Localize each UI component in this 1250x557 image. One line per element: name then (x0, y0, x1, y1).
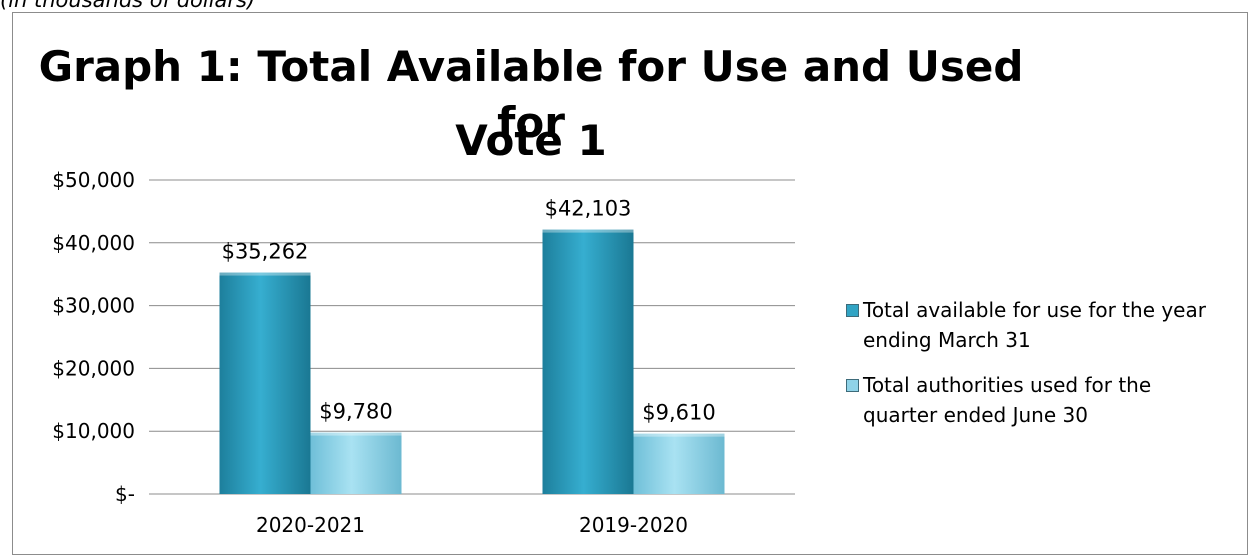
bar-total-available-2019-2020 (542, 229, 634, 495)
bar-highlight (310, 432, 402, 436)
legend-label-total-available-line-1: Total available for use for the year (863, 298, 1206, 322)
y-tick-label: $40,000 (52, 231, 135, 255)
y-tick-label: $10,000 (52, 419, 135, 443)
data-label: $35,262 (222, 240, 309, 264)
chart-title-line-1: Graph 1: Total Available for Use and Use… (38, 42, 1024, 147)
bar-highlight (219, 272, 311, 276)
bar-authorities-used-2019-2020 (633, 433, 725, 494)
y-axis-ticks: $- $10,000 $20,000 $30,000 $40,000 $50,000 (52, 168, 135, 506)
chart-frame: Graph 1: Total Available for Use and Use… (12, 12, 1248, 555)
x-tick-label: 2020-2021 (256, 513, 365, 537)
y-tick-label: $- (115, 482, 135, 506)
bar-highlight (542, 229, 634, 233)
plot-area: $- $10,000 $20,000 $30,000 $40,000 $50,000 $3… (52, 168, 795, 537)
legend: Total available for use for the year end… (846, 295, 1250, 445)
bar-authorities-used-2020-2021 (310, 432, 402, 494)
legend-item-total-available: Total available for use for the year end… (846, 295, 1250, 355)
legend-label-total-available-line-2: ending March 31 (863, 328, 1031, 352)
legend-label-authorities-used-line-2: quarter ended June 30 (863, 403, 1088, 427)
data-labels: $35,262 $9,780 $42,103 $9,610 (222, 197, 716, 425)
legend-swatch-total-available (846, 304, 859, 317)
units-note: (in thousands of dollars) (0, 0, 256, 12)
chart-title-line-2: Vote 1 (455, 116, 607, 165)
data-label: $42,103 (545, 197, 632, 221)
y-tick-label: $50,000 (52, 168, 135, 192)
data-label: $9,610 (642, 401, 715, 425)
legend-label-authorities-used-line-1: Total authorities used for the (863, 373, 1152, 397)
x-tick-label: 2019-2020 (579, 513, 688, 537)
bar-highlight (633, 433, 725, 437)
y-tick-label: $30,000 (52, 294, 135, 318)
legend-item-authorities-used: Total authorities used for the quarter e… (846, 370, 1250, 430)
legend-swatch-authorities-used (846, 379, 859, 392)
y-tick-label: $20,000 (52, 356, 135, 380)
bars (219, 229, 725, 495)
data-label: $9,780 (319, 400, 392, 424)
x-axis-ticks: 2020-2021 2019-2020 (256, 513, 688, 537)
bar-total-available-2020-2021 (219, 272, 311, 494)
